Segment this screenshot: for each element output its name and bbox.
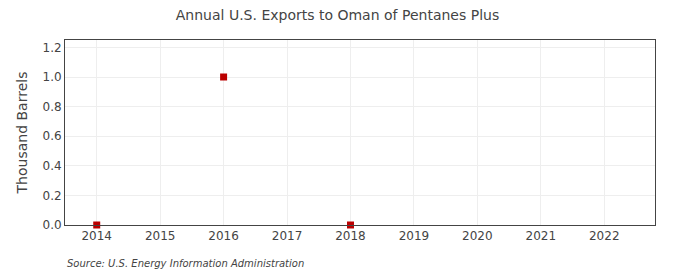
svg-text:Thousand Barrels: Thousand Barrels xyxy=(14,72,30,195)
svg-text:2022: 2022 xyxy=(589,229,620,243)
svg-text:Annual U.S. Exports to Oman of: Annual U.S. Exports to Oman of Pentanes … xyxy=(176,7,499,23)
svg-text:0.8: 0.8 xyxy=(43,100,62,114)
svg-text:2016: 2016 xyxy=(208,229,239,243)
svg-text:2015: 2015 xyxy=(145,229,176,243)
svg-text:1.2: 1.2 xyxy=(43,41,62,55)
svg-text:Source: U.S. Energy Informatio: Source: U.S. Energy Information Administ… xyxy=(67,258,304,269)
svg-text:2018: 2018 xyxy=(335,229,366,243)
svg-text:0.6: 0.6 xyxy=(43,129,62,143)
svg-text:2021: 2021 xyxy=(526,229,557,243)
svg-text:2014: 2014 xyxy=(81,229,112,243)
svg-text:2017: 2017 xyxy=(272,229,303,243)
svg-text:0.0: 0.0 xyxy=(43,218,62,232)
svg-text:1.0: 1.0 xyxy=(43,70,62,84)
svg-text:2020: 2020 xyxy=(462,229,493,243)
svg-text:2019: 2019 xyxy=(399,229,430,243)
svg-text:0.4: 0.4 xyxy=(43,159,62,173)
svg-text:0.2: 0.2 xyxy=(43,189,62,203)
